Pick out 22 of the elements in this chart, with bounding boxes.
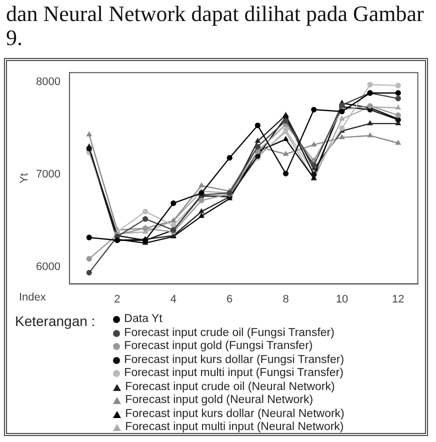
- x-tick-label: 12: [392, 293, 404, 306]
- y-tick-label: 8000: [36, 76, 60, 88]
- legend-label: Forecast input kurs dollar (Neural Network): [125, 408, 344, 421]
- legend-label: Forecast input crude oil (Neural Network): [125, 380, 335, 394]
- x-tick-label: 8: [282, 293, 289, 306]
- legend-label: Data Yt: [124, 313, 162, 326]
- legend-label: Forecast input multi input (Fungsi Transfer): [124, 367, 344, 380]
- legend-label: Forecast input multi input (Neural Network): [125, 421, 344, 434]
- x-tick-label: 4: [170, 293, 176, 306]
- x-tick-label: 6: [226, 293, 233, 306]
- legend-label: Forecast input gold (Fungsi Transfer): [124, 340, 313, 354]
- legend-title: Keterangan :: [15, 313, 96, 331]
- text: dan Neural Network dapat dilihat pada Gambar 9.: [5, 0, 425, 52]
- x-axis-title: Index: [19, 291, 46, 304]
- legend-label: Forecast input gold (Neural Network): [125, 394, 314, 408]
- legend-label: Forecast input crude oil (Fungsi Transfer): [124, 326, 334, 340]
- x-tick-label: 2: [114, 293, 120, 306]
- legend-label: Forecast input kurs dollar (Fungsi Transfer): [124, 354, 344, 367]
- x-tick-label: 10: [336, 293, 348, 306]
- y-tick-label: 6000: [36, 261, 60, 274]
- y-axis-title: Yt: [18, 172, 31, 184]
- y-tick-label: 7000: [36, 168, 60, 181]
